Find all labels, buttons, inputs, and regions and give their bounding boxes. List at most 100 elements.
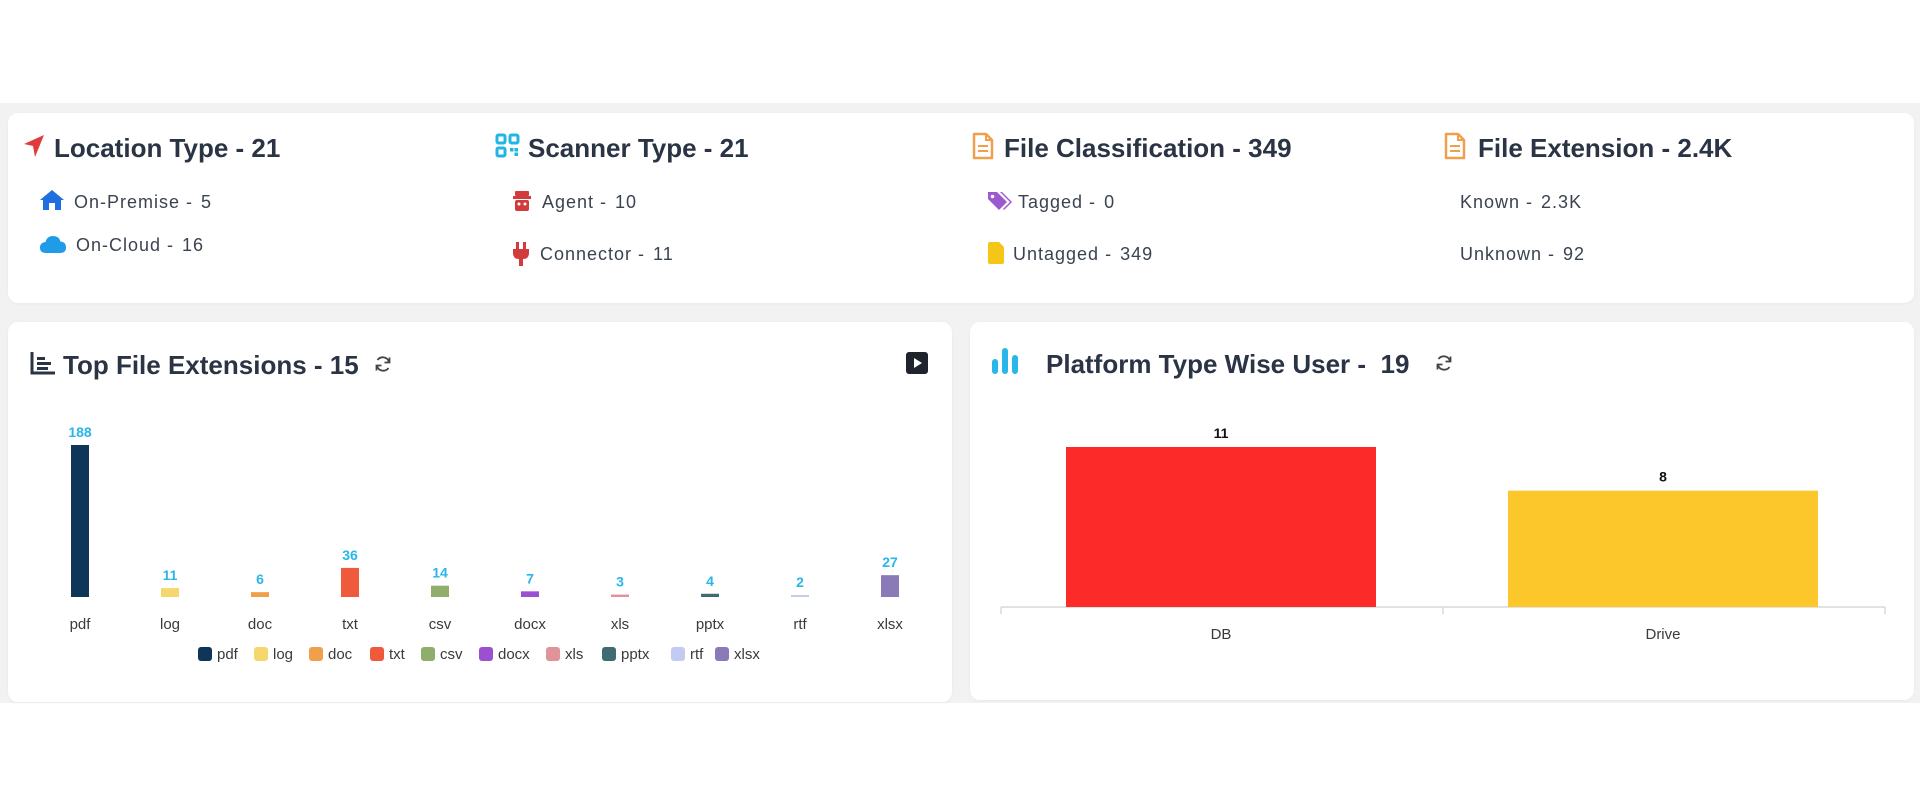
bar-xlsx[interactable] [881,575,899,597]
legend-item-xls[interactable]: xls [546,646,583,663]
on-premise-item: On-Premise - 5 [74,192,212,213]
x-tick-db: DB [1211,626,1232,643]
legend-item-pptx[interactable]: pptx [602,646,650,663]
bar-pptx[interactable] [701,593,719,597]
unknown-item: Unknown - 92 [1460,244,1585,265]
legend-swatch-rtf [671,647,685,661]
legend-label-docx: docx [498,646,530,663]
legend-item-docx[interactable]: docx [479,646,530,663]
bar-db[interactable] [1066,447,1376,607]
tagged-label: Tagged - [1018,192,1097,212]
location-arrow-icon [24,135,44,157]
legend-swatch-pdf [198,647,212,661]
bar-doc[interactable] [251,592,269,597]
legend-swatch-xlsx [715,647,729,661]
location-type-title: Location Type - 21 [54,133,281,163]
legend-swatch-docx [479,647,493,661]
legend-swatch-txt [370,647,384,661]
legend-item-xlsx[interactable]: xlsx [715,646,760,663]
data-label-xlsx: 27 [882,554,898,570]
bar-docx[interactable] [521,591,539,597]
legend-label-pptx: pptx [621,646,650,663]
legend-label-txt: txt [389,646,406,663]
scanner-type-title: Scanner Type - 21 [528,133,749,163]
x-tick-pptx: pptx [696,616,725,633]
on-premise-label: On-Premise - [74,192,194,212]
agent-label: Agent - [542,192,608,212]
home-icon [40,190,64,210]
legend-item-doc[interactable]: doc [309,646,353,663]
known-value: 2.3K [1541,192,1583,212]
on-cloud-item: On-Cloud - 16 [76,235,204,256]
x-tick-xlsx: xlsx [877,616,903,633]
summary-card [8,113,1914,303]
bar-pdf[interactable] [71,445,89,597]
x-tick-xls: xls [611,616,629,633]
bar-chart-icon [30,352,55,375]
platform-type-wise-user-chart: 11 DB 8 Drive [1000,425,1886,643]
legend-label-rtf: rtf [690,646,704,663]
agent-value: 10 [615,192,638,212]
legend-label-pdf: pdf [217,646,239,663]
data-label-db: 11 [1214,425,1229,441]
legend-item-csv[interactable]: csv [421,646,463,663]
bar-log[interactable] [161,588,179,597]
data-label-txt: 36 [342,547,358,563]
top-file-extensions-title: Top File Extensions - 15 [63,350,359,380]
untagged-file-icon [988,242,1004,264]
bar-xls[interactable] [611,594,629,597]
unknown-label: Unknown - [1460,244,1556,264]
top-file-extensions-card [8,322,952,702]
known-item: Known - 2.3K [1460,192,1582,213]
legend-swatch-xls [546,647,560,661]
legend-swatch-pptx [602,647,616,661]
legend-label-xls: xls [565,646,583,663]
legend-item-log[interactable]: log [254,646,293,663]
data-label-pptx: 4 [706,573,714,589]
play-icon[interactable] [906,352,928,374]
refresh-icon[interactable] [1435,354,1453,372]
data-label-log: 11 [163,567,178,583]
x-tick-drive: Drive [1645,626,1680,643]
legend-label-doc: doc [328,646,353,663]
data-label-csv: 14 [432,565,448,581]
on-cloud-label: On-Cloud - [76,235,175,255]
connector-value: 11 [653,244,674,264]
connector-label: Connector - [540,244,646,264]
legend-item-txt[interactable]: txt [370,646,406,663]
tags-icon [988,192,1012,210]
refresh-icon[interactable] [374,355,392,373]
data-label-drive: 8 [1659,469,1667,485]
unknown-value: 92 [1563,244,1586,264]
bar-drive[interactable] [1508,490,1818,607]
qr-scanner-icon [495,133,520,158]
platform-type-wise-user-title: Platform Type Wise User - 19 [1046,349,1410,379]
top-file-extensions-chart: 188 pdf 11 log 6 doc 36 txt 14 csv 7 docx 3 xls 4 pptx 2… [68,424,903,663]
legend-swatch-log [254,647,268,661]
legend-label-log: log [273,646,293,663]
agent-item: Agent - 10 [542,192,637,213]
x-tick-doc: doc [248,616,273,633]
data-label-docx: 7 [526,570,534,586]
legend-swatch-csv [421,647,435,661]
tagged-value: 0 [1104,192,1116,212]
x-tick-log: log [160,616,180,633]
cloud-icon [40,236,66,253]
bar-csv[interactable] [431,585,449,597]
x-tick-docx: docx [514,616,546,633]
untagged-value: 349 [1120,244,1154,264]
bar-txt[interactable] [341,567,359,597]
legend-item-rtf[interactable]: rtf [671,646,704,663]
legend-label-xlsx: xlsx [734,646,760,663]
file-classification-title: File Classification - 349 [1004,133,1292,163]
x-tick-txt: txt [342,616,359,633]
bar-rtf[interactable] [791,595,809,597]
connector-item: Connector - 11 [540,244,674,265]
data-label-doc: 6 [256,571,264,587]
on-premise-value: 5 [201,192,213,212]
x-tick-csv: csv [429,616,452,633]
tagged-item: Tagged - 0 [1018,192,1115,213]
data-label-pdf: 188 [68,424,92,440]
bar-chart-icon [992,348,1018,374]
legend-item-pdf[interactable]: pdf [198,646,239,663]
